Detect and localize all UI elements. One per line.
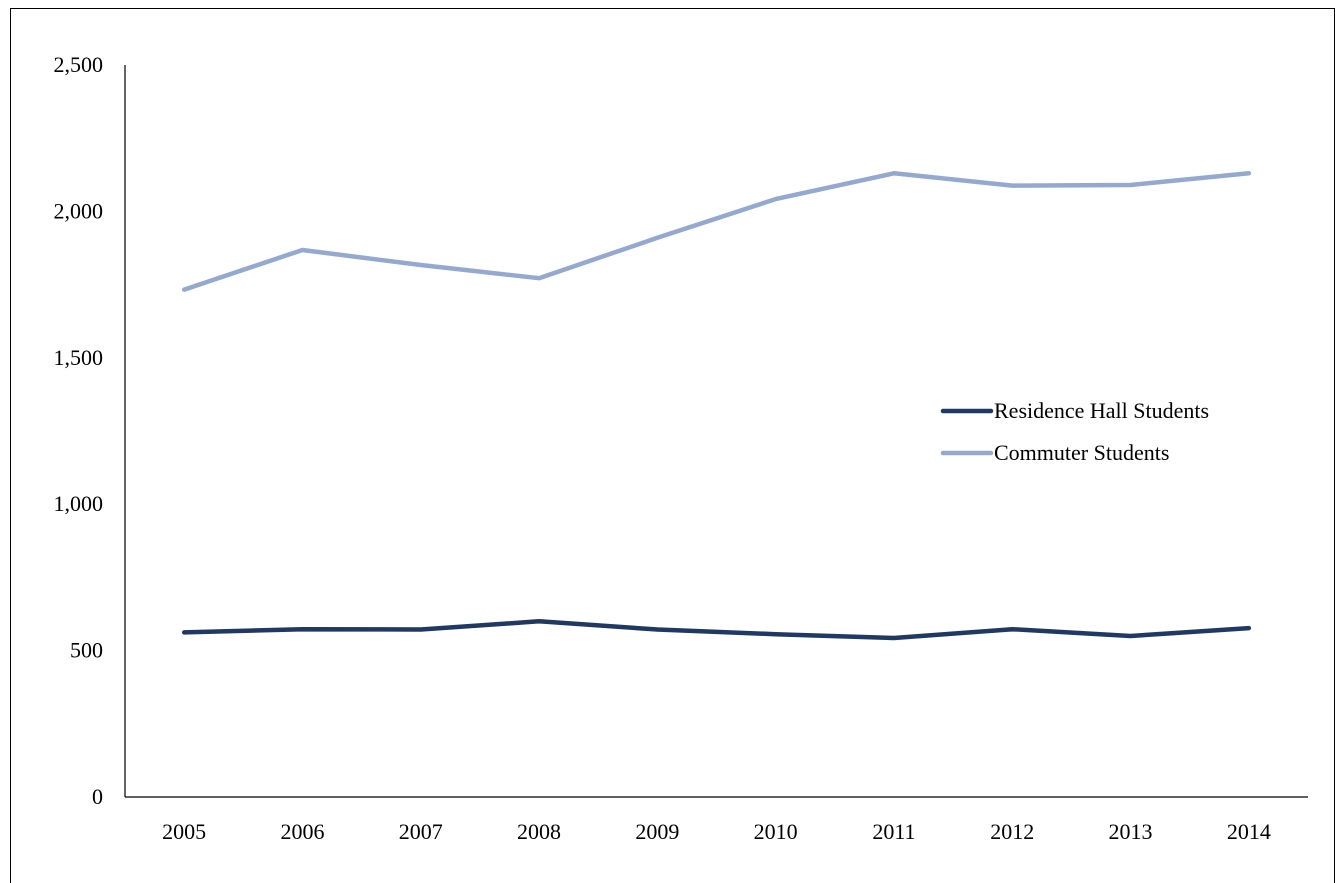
series-line-residence-hall xyxy=(181,619,1252,641)
x-tick-labels: 2005 2006 2007 2008 2009 2010 2011 2012 2013 2014 xyxy=(162,819,1271,844)
legend-label: Residence Hall Students xyxy=(994,398,1209,423)
x-tick-label: 2011 xyxy=(872,819,915,844)
y-tick-label: 2,500 xyxy=(54,52,104,77)
x-tick-label: 2012 xyxy=(990,819,1034,844)
legend-item: Commuter Students xyxy=(940,440,1169,465)
legend: Residence Hall Students Commuter Students xyxy=(940,398,1209,465)
y-tick-label: 2,000 xyxy=(54,198,104,223)
x-tick-label: 2013 xyxy=(1109,819,1153,844)
series-lines xyxy=(181,171,1252,641)
x-tick-label: 2010 xyxy=(754,819,798,844)
x-tick-label: 2007 xyxy=(399,819,443,844)
x-tick-label: 2006 xyxy=(280,819,324,844)
legend-label: Commuter Students xyxy=(994,440,1169,465)
x-tick-label: 2014 xyxy=(1227,819,1271,844)
axes xyxy=(124,65,1308,798)
x-tick-label: 2009 xyxy=(635,819,679,844)
x-tick-label: 2008 xyxy=(517,819,561,844)
x-tick-label: 2005 xyxy=(162,819,206,844)
legend-item: Residence Hall Students xyxy=(940,398,1209,423)
y-tick-labels: 0 500 1,000 1,500 2,000 2,500 xyxy=(54,52,104,809)
y-tick-label: 1,000 xyxy=(54,491,104,516)
y-tick-label: 0 xyxy=(92,784,103,809)
y-tick-label: 1,500 xyxy=(54,345,104,370)
y-tick-label: 500 xyxy=(70,638,103,663)
series-line-commuter xyxy=(181,171,1252,292)
